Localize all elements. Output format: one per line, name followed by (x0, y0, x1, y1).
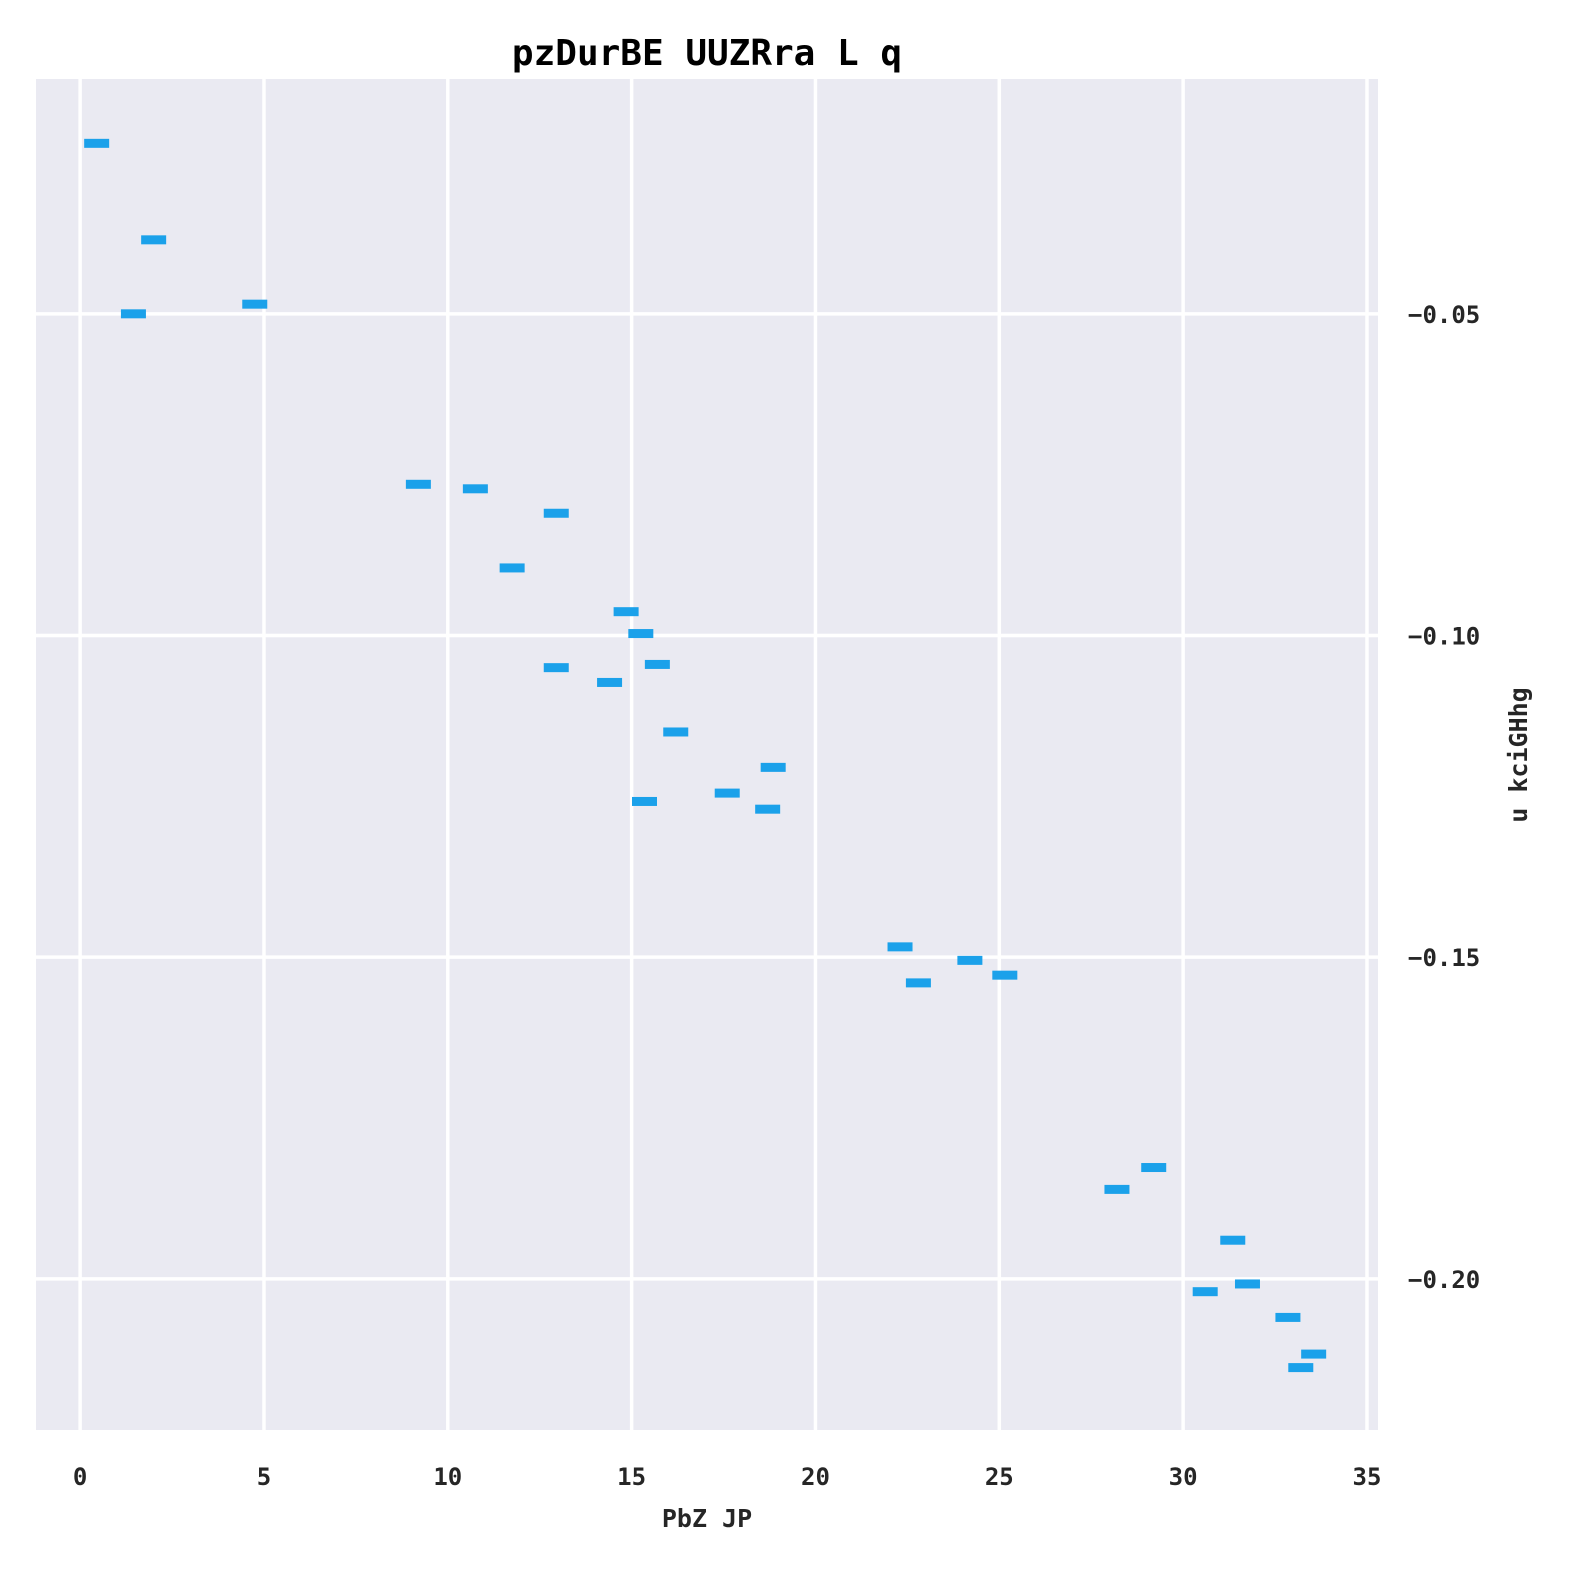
data-point (597, 677, 623, 687)
data-point (714, 788, 740, 798)
data-point (613, 607, 639, 617)
x-tick-label: 30 (1169, 1463, 1198, 1491)
y-tick-label: −0.15 (1408, 944, 1480, 972)
plot-area (36, 79, 1378, 1430)
data-point (755, 804, 781, 814)
x-tick-label: 5 (257, 1463, 271, 1491)
x-tick-label: 15 (617, 1463, 646, 1491)
data-point (1104, 1184, 1130, 1194)
x-tick-label: 0 (73, 1463, 87, 1491)
data-points (84, 138, 1327, 1373)
data-point (760, 762, 786, 772)
data-point (499, 563, 525, 573)
y-axis-label: u kciGHhg (1504, 687, 1533, 822)
chart-title: pzDurBE UUZRra L q (512, 33, 902, 74)
data-point (1141, 1163, 1167, 1173)
data-point (992, 970, 1018, 980)
y-tick-label: −0.20 (1408, 1266, 1480, 1294)
x-tick-label: 35 (1353, 1463, 1382, 1491)
data-point (462, 484, 488, 494)
data-point (543, 508, 569, 518)
data-point (631, 796, 657, 806)
x-tick-label: 25 (985, 1463, 1014, 1491)
data-point (1301, 1349, 1327, 1359)
data-point (628, 629, 654, 639)
data-point (1288, 1363, 1314, 1373)
data-point (242, 299, 268, 309)
data-point (905, 978, 931, 988)
x-tick-label: 10 (433, 1463, 462, 1491)
y-tick-label: −0.10 (1408, 622, 1480, 650)
y-tick-label: −0.05 (1408, 301, 1480, 329)
data-point (141, 235, 167, 245)
data-point (957, 955, 983, 965)
data-point (644, 659, 670, 669)
x-tick-label: 20 (801, 1463, 830, 1491)
data-point (1220, 1235, 1246, 1245)
x-tick-labels: 0 5 10 15 20 25 30 35 (73, 1463, 1382, 1491)
x-axis-label: PbZ JP (662, 1504, 752, 1533)
data-point (405, 479, 431, 489)
data-point (120, 309, 146, 319)
data-point (1234, 1279, 1260, 1289)
data-point (84, 138, 110, 148)
data-point (543, 663, 569, 673)
y-tick-labels: −0.05 −0.10 −0.15 −0.20 (1408, 301, 1480, 1294)
data-point (663, 727, 689, 737)
data-point (887, 942, 913, 952)
data-point (1275, 1312, 1301, 1322)
data-point (1192, 1287, 1218, 1297)
